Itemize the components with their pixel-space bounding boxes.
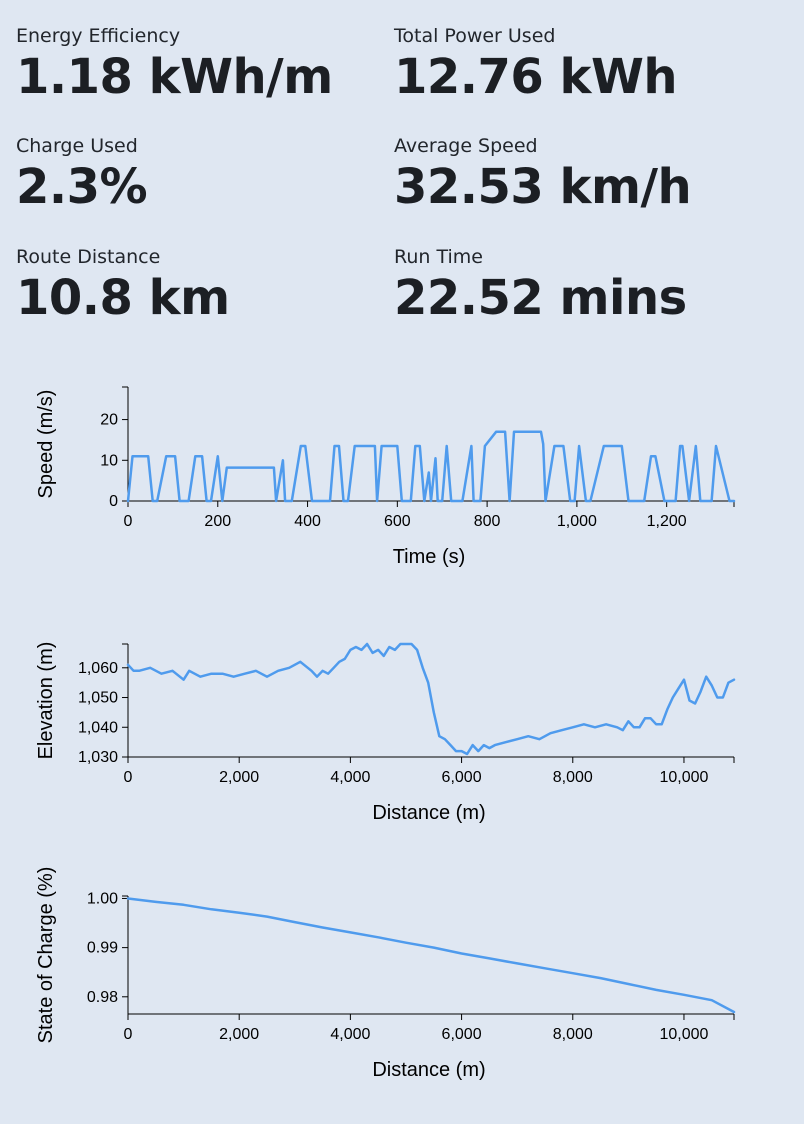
stat-value: 10.8 km: [16, 270, 230, 326]
state-of-charge-chart: 0 2,000 4,000 6,000 8,000 10,000 0.98 0.99 1.00 D…: [35, 867, 736, 1081]
stat-average-speed: Average Speed 32.53 km/h: [394, 135, 764, 213]
y-tick-label: 10: [100, 452, 118, 469]
stat-run-time: Run Time 22.52 mins: [394, 246, 764, 324]
x-tick-label: 1,200: [647, 513, 687, 530]
stat-label: Charge Used: [16, 135, 138, 157]
x-tick-label: 6,000: [442, 769, 482, 786]
y-axis-title: Elevation (m): [35, 642, 57, 760]
stat-label: Average Speed: [394, 135, 538, 157]
x-tick-label: 8,000: [553, 769, 593, 786]
x-tick-label: 1,000: [557, 513, 597, 530]
x-tick-label: 4,000: [330, 1026, 370, 1043]
y-tick-label: 1.00: [87, 890, 118, 907]
x-axis-title: Distance (m): [372, 1059, 485, 1081]
x-tick-label: 2,000: [219, 1026, 259, 1043]
series-line: [126, 642, 736, 756]
series-line: [126, 897, 736, 1014]
stat-label: Total Power Used: [394, 25, 556, 47]
y-axis-title: Speed (m/s): [35, 390, 57, 499]
y-tick-label: 1,040: [78, 719, 118, 736]
x-tick-label: 2,000: [219, 769, 259, 786]
x-tick-label: 4,000: [330, 769, 370, 786]
stat-route-distance: Route Distance 10.8 km: [16, 246, 386, 324]
x-tick-label: 0: [124, 769, 133, 786]
x-tick-label: 10,000: [659, 1026, 708, 1043]
stat-value: 32.53 km/h: [394, 159, 692, 215]
stat-label: Energy Efficiency: [16, 25, 181, 47]
speed-chart: 0 200 400 600 800 1,000 1,200 0 10 20 Time (s) Spee…: [35, 386, 736, 568]
y-tick-label: 1,030: [78, 749, 118, 766]
y-tick-label: 0.99: [87, 940, 118, 957]
y-axis-title: State of Charge (%): [35, 867, 57, 1044]
y-tick-label: 1,060: [78, 660, 118, 677]
x-tick-label: 0: [124, 1026, 133, 1043]
elevation-chart: 0 2,000 4,000 6,000 8,000 10,000 1,030 1,040 1,0…: [35, 642, 736, 824]
y-tick-label: 0: [109, 493, 118, 510]
stat-value: 22.52 mins: [394, 270, 687, 326]
x-tick-label: 400: [294, 513, 321, 530]
y-tick-label: 20: [100, 412, 118, 429]
stat-total-power-used: Total Power Used 12.76 kWh: [394, 25, 764, 103]
stat-energy-efficiency: Energy Efficiency 1.18 kWh/m: [16, 25, 386, 103]
stat-label: Run Time: [394, 246, 483, 268]
x-tick-label: 6,000: [442, 1026, 482, 1043]
x-tick-label: 200: [204, 513, 231, 530]
stat-label: Route Distance: [16, 246, 161, 268]
x-tick-label: 600: [384, 513, 411, 530]
stat-value: 2.3%: [16, 159, 148, 215]
x-axis-title: Time (s): [393, 546, 466, 568]
x-axis-title: Distance (m): [372, 802, 485, 824]
y-tick-label: 0.98: [87, 989, 118, 1006]
x-tick-label: 0: [124, 513, 133, 530]
y-tick-label: 1,050: [78, 690, 118, 707]
series-line: [126, 430, 736, 503]
x-tick-label: 10,000: [659, 769, 708, 786]
x-tick-label: 800: [474, 513, 501, 530]
stat-charge-used: Charge Used 2.3%: [16, 135, 386, 213]
x-tick-label: 8,000: [553, 1026, 593, 1043]
stat-value: 12.76 kWh: [394, 49, 678, 105]
stat-value: 1.18 kWh/m: [16, 49, 333, 105]
